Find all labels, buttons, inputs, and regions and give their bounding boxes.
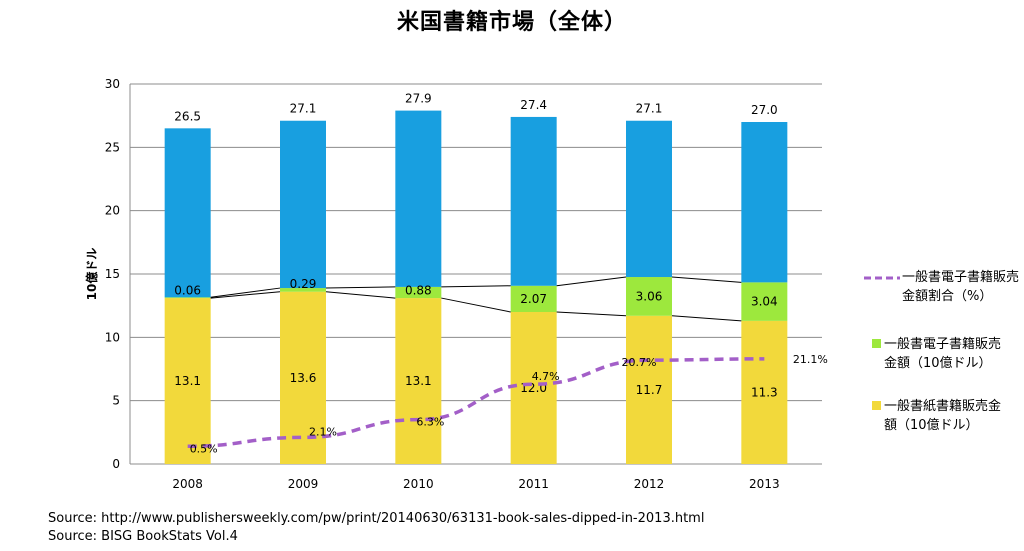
print-connector-line: [441, 297, 511, 313]
ebook-share-label: 0.5%: [190, 442, 218, 455]
bar-other: [741, 122, 788, 283]
ebook-connector-line: [210, 287, 281, 298]
ebook-value-label: 0.06: [174, 283, 201, 297]
print-value-label: 13.6: [290, 371, 317, 385]
ebook-share-label: 2.1%: [309, 425, 337, 438]
ebook-connector-line: [441, 285, 511, 288]
bar-total-label: 27.0: [751, 103, 778, 117]
bar-other: [626, 120, 672, 278]
bar-other: [510, 116, 557, 286]
bar-total-label: 26.5: [174, 109, 201, 123]
x-tick-label: 2009: [288, 477, 319, 491]
ebook-value-label: 3.06: [636, 289, 663, 303]
print-connector-line: [325, 291, 396, 299]
bar-ebook: [510, 285, 557, 312]
bar-ebook: [741, 282, 788, 321]
y-tick-label: 5: [112, 394, 120, 408]
bar-print: [510, 312, 557, 464]
source-line-2: Source: BISG BookStats Vol.4: [48, 529, 238, 544]
print-connector-line: [210, 291, 281, 299]
ebook-share-label: 4.7%: [532, 370, 560, 383]
y-tick-label: 0: [112, 457, 120, 471]
chart-title: 米国書籍市場（全体）: [396, 10, 627, 35]
y-tick-label: 10: [105, 330, 120, 344]
legend-line-entry: 一般書電子書籍販売金額割合（%）: [862, 268, 1022, 328]
bar-ebook: [164, 297, 211, 299]
y-tick-label: 30: [105, 77, 120, 91]
legend-ebook-swatch: [872, 339, 881, 348]
ebook-share-label: 21.1%: [793, 353, 828, 366]
legend-ebook-entry: 一般書電子書籍販売金額（10億ドル）: [862, 335, 1022, 395]
legend-print-entry: 一般書紙書籍販売金額（10億ドル）: [862, 397, 1022, 437]
bar-total-label: 27.9: [405, 92, 432, 106]
ebook-connector-line: [325, 286, 396, 289]
print-value-label: 13.1: [174, 374, 201, 388]
ebook-value-label: 3.04: [751, 295, 778, 309]
bar-print: [164, 298, 211, 464]
x-tick-label: 2012: [634, 477, 665, 491]
print-connector-line: [556, 311, 627, 317]
bar-other: [280, 120, 326, 289]
ebook-connector-line: [556, 276, 627, 287]
bar-other: [395, 110, 442, 287]
legend-print-swatch: [872, 401, 881, 410]
bar-total-label: 27.4: [520, 98, 547, 112]
x-tick-label: 2008: [172, 477, 203, 491]
ebook-value-label: 0.88: [405, 283, 432, 297]
bar-print: [280, 291, 326, 464]
print-value-label: 11.7: [636, 383, 663, 397]
x-tick-label: 2011: [518, 477, 549, 491]
y-tick-label: 15: [105, 267, 120, 281]
x-tick-label: 2010: [403, 477, 434, 491]
print-connector-line: [671, 315, 742, 322]
legend-print-label: 一般書紙書籍販売金額（10億ドル）: [884, 399, 1002, 433]
bar-total-label: 27.1: [636, 102, 663, 116]
bar-ebook: [280, 288, 326, 292]
y-tick-label: 20: [105, 204, 120, 218]
ebook-value-label: 0.29: [290, 277, 317, 291]
legend-ebook-label: 一般書電子書籍販売金額（10億ドル）: [884, 337, 1002, 371]
bar-total-label: 27.1: [290, 102, 317, 116]
legend-line-swatch: [864, 276, 900, 280]
print-value-label: 11.3: [751, 385, 778, 399]
ebook-value-label: 2.07: [520, 292, 547, 306]
y-tick-label: 25: [105, 140, 120, 154]
bar-print: [395, 298, 442, 464]
y-axis-label: 10億ドル: [84, 248, 99, 301]
bar-print: [741, 320, 788, 464]
x-tick-label: 2013: [749, 477, 780, 491]
ebook-share-label: 20.7%: [622, 356, 657, 369]
bar-ebook: [626, 277, 672, 316]
bar-other: [164, 128, 211, 298]
bar-print: [626, 315, 672, 464]
legend-line-label: 一般書電子書籍販売金額割合（%）: [902, 270, 1020, 304]
bar-ebook: [395, 286, 442, 299]
ebook-connector-line: [671, 276, 742, 283]
source-line-1: Source: http://www.publishersweekly.com/…: [48, 511, 705, 526]
ebook-share-label: 6.3%: [416, 416, 444, 429]
print-value-label: 13.1: [405, 374, 432, 388]
ebook-share-line: [187, 357, 765, 449]
